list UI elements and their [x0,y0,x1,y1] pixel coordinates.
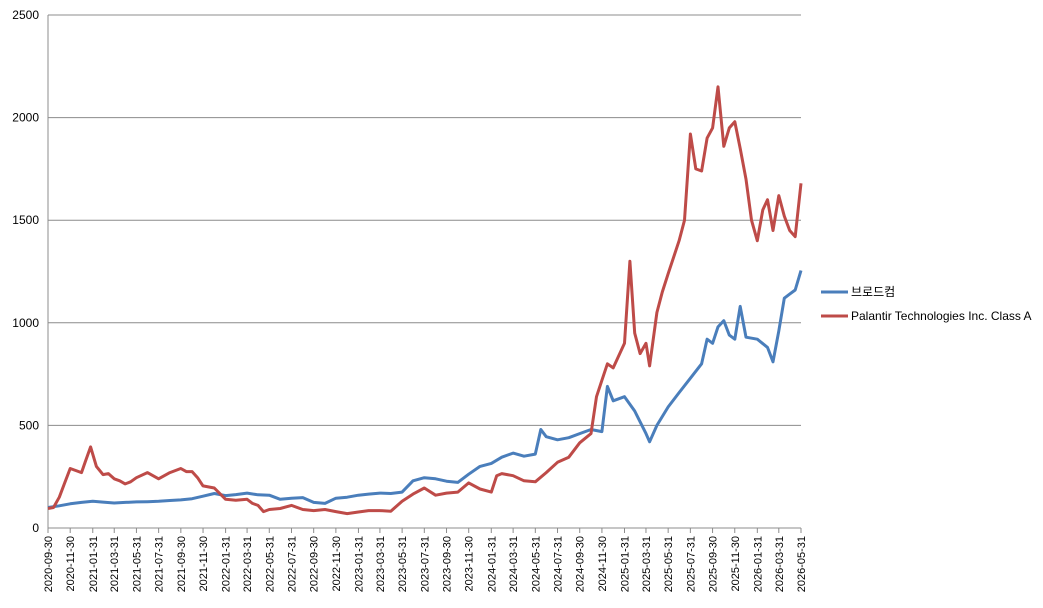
series-lines [47,85,803,516]
x-tick-label: 2024-07-31 [553,536,565,592]
x-tick-label: 2024-05-31 [530,536,542,592]
x-tick-label: 2020-09-30 [43,536,55,592]
x-tick-label: 2021-11-30 [198,536,210,591]
y-tick-label: 500 [19,418,39,432]
legend-label-palantir: Palantir Technologies Inc. Class A [851,309,1032,323]
x-tick-label: 2025-05-31 [663,536,675,592]
x-tick-label: 2025-07-31 [685,536,697,592]
x-tick-label: 2026-05-31 [796,536,808,592]
x-tick-label: 2023-01-31 [353,536,365,592]
x-tick-label: 2021-07-31 [154,536,166,592]
x-axis-ticks: 2020-09-30 2020-11-30 2021-01-31 2021-03-31… [43,528,808,592]
x-tick-label: 2025-11-30 [730,536,742,591]
y-tick-label: 1000 [12,316,39,330]
x-tick-label: 2024-01-31 [486,536,498,592]
x-tick-label: 2022-01-31 [221,536,233,592]
y-axis-ticks: 0 500 1000 1500 2000 2500 [12,8,39,535]
x-tick-label: 2023-05-31 [397,536,409,592]
x-tick-label: 2023-07-31 [419,536,431,592]
x-tick-label: 2023-11-30 [464,536,476,591]
x-tick-label: 2026-01-31 [752,536,764,592]
series-line-0 [47,270,803,509]
x-tick-label: 2023-09-30 [442,536,454,592]
legend: 브로드컴 Palantir Technologies Inc. Class A [821,285,1032,323]
x-tick-label: 2023-03-31 [375,536,387,592]
y-tick-label: 0 [32,521,39,535]
legend-label-broadcom: 브로드컴 [851,285,895,299]
x-tick-label: 2021-03-31 [109,536,121,592]
x-tick-label: 2024-03-31 [508,536,520,592]
x-tick-label: 2022-07-31 [286,536,298,592]
x-tick-label: 2024-11-30 [597,536,609,591]
x-tick-label: 2024-09-30 [575,536,587,592]
x-tick-label: 2025-03-31 [641,536,653,592]
x-tick-label: 2022-03-31 [242,536,254,592]
series-line-1 [47,85,803,516]
y-tick-label: 2500 [12,8,39,22]
gridlines [48,14,801,426]
x-tick-label: 2026-03-31 [774,536,786,592]
x-tick-label: 2022-11-30 [331,536,343,591]
x-tick-label: 2020-11-30 [65,536,77,591]
x-tick-label: 2021-01-31 [88,536,100,592]
x-tick-label: 2022-09-30 [309,536,321,592]
x-tick-label: 2025-09-30 [708,536,720,592]
x-tick-label: 2022-05-31 [264,536,276,592]
y-tick-label: 1500 [12,213,39,227]
x-tick-label: 2021-05-31 [131,536,143,592]
y-tick-label: 2000 [12,111,39,125]
x-tick-label: 2021-09-30 [176,536,188,592]
x-tick-label: 2025-01-31 [619,536,631,592]
